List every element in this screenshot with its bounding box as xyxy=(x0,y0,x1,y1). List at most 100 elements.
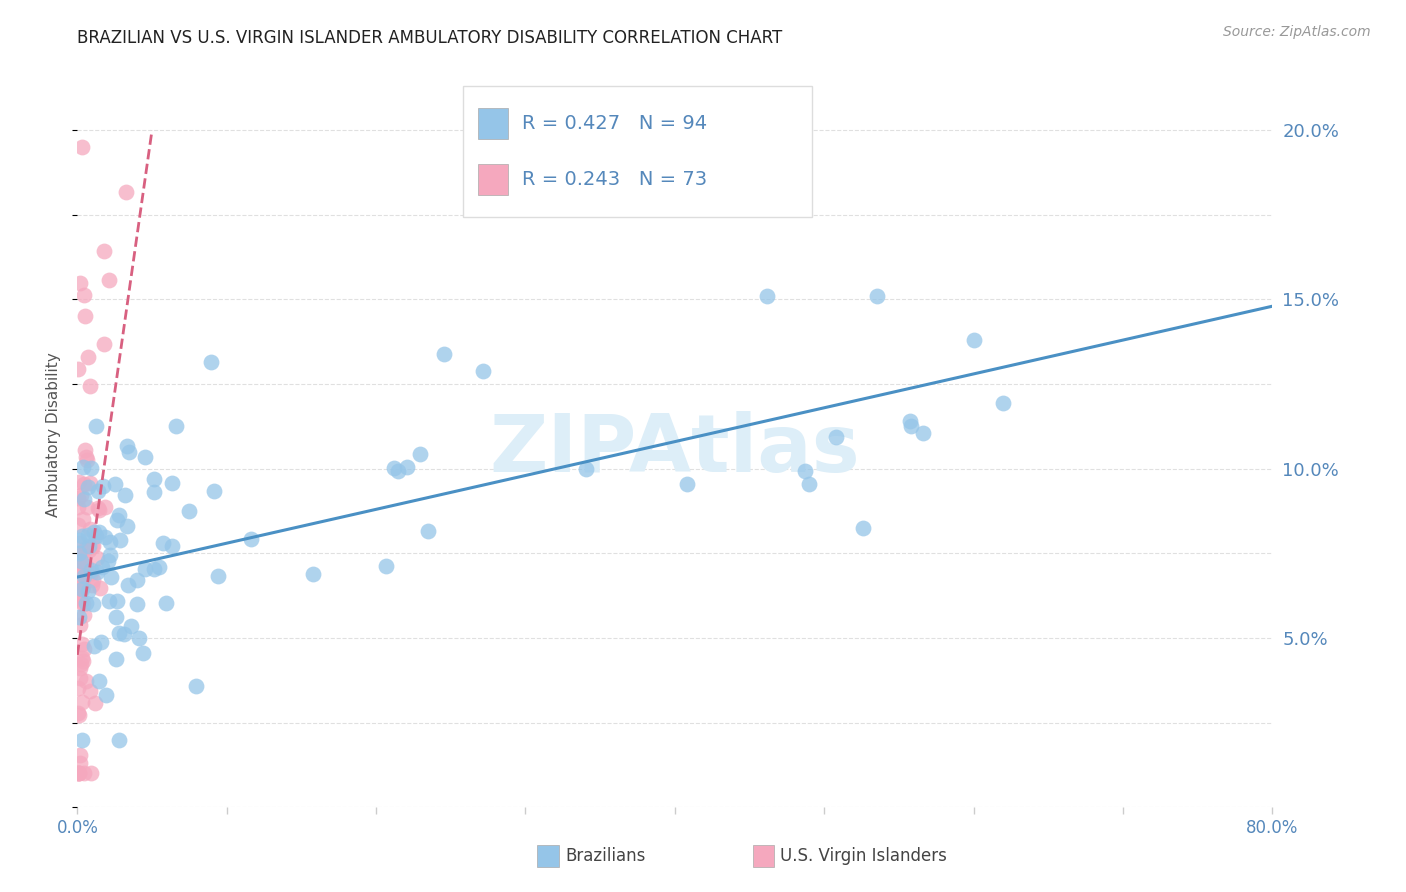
Point xyxy=(79,461,101,475)
Point xyxy=(82,578,104,592)
Point xyxy=(73,569,96,583)
Point xyxy=(395,459,418,474)
Point xyxy=(93,244,115,258)
Point xyxy=(84,529,107,543)
Point xyxy=(82,574,104,588)
Point xyxy=(963,333,986,347)
Point xyxy=(70,695,93,709)
FancyBboxPatch shape xyxy=(478,108,508,139)
Point xyxy=(132,646,155,660)
Point xyxy=(75,558,97,573)
Point xyxy=(824,430,846,444)
Point xyxy=(73,287,96,301)
Point xyxy=(69,671,91,685)
Point xyxy=(69,747,91,762)
Point xyxy=(866,289,889,303)
Point xyxy=(90,635,112,649)
Point xyxy=(79,475,101,490)
Point xyxy=(67,568,90,582)
Point xyxy=(108,732,131,747)
Point xyxy=(100,570,122,584)
Point xyxy=(105,513,128,527)
Point xyxy=(90,560,112,574)
Text: Source: ZipAtlas.com: Source: ZipAtlas.com xyxy=(1223,25,1371,39)
Text: U.S. Virgin Islanders: U.S. Virgin Islanders xyxy=(780,847,946,864)
Point xyxy=(76,584,98,599)
Point xyxy=(79,562,101,576)
Point xyxy=(991,396,1014,410)
Point xyxy=(83,639,105,653)
Point xyxy=(72,552,94,566)
Point xyxy=(73,608,96,623)
Point xyxy=(87,500,110,515)
Point xyxy=(387,464,409,478)
Point xyxy=(67,535,90,549)
Point xyxy=(418,524,440,538)
Point xyxy=(67,591,90,606)
Point xyxy=(67,766,90,780)
Point xyxy=(69,593,91,607)
Point xyxy=(433,347,456,361)
Point xyxy=(82,597,104,611)
Point xyxy=(70,580,93,594)
Point xyxy=(409,446,432,460)
Point xyxy=(70,732,93,747)
Point xyxy=(94,530,117,544)
Point xyxy=(82,539,104,553)
Point xyxy=(67,533,90,547)
Point xyxy=(756,288,779,302)
Point xyxy=(79,684,101,698)
Point xyxy=(67,766,90,780)
Point xyxy=(114,487,136,501)
Point xyxy=(84,696,107,710)
Point xyxy=(79,379,101,393)
Point xyxy=(70,487,93,501)
Point xyxy=(86,565,108,579)
Point xyxy=(89,525,111,540)
Point xyxy=(75,450,97,464)
Point xyxy=(67,591,90,605)
Point xyxy=(200,355,222,369)
Point xyxy=(675,477,697,491)
Point xyxy=(797,476,820,491)
Point xyxy=(70,657,93,671)
Point xyxy=(67,546,90,560)
Point xyxy=(72,650,94,665)
Point xyxy=(120,618,142,632)
Point xyxy=(77,527,100,541)
Point xyxy=(73,442,96,457)
Point xyxy=(76,453,98,467)
Point xyxy=(67,766,90,780)
Point xyxy=(72,582,94,597)
Point xyxy=(852,521,875,535)
Point xyxy=(98,273,121,287)
Point xyxy=(160,539,183,553)
Point xyxy=(115,439,138,453)
Point xyxy=(69,554,91,568)
Point xyxy=(898,414,921,428)
Point xyxy=(382,461,405,475)
Point xyxy=(69,661,91,675)
Point xyxy=(900,419,922,434)
Point xyxy=(143,472,166,486)
Point xyxy=(80,766,103,780)
Point xyxy=(179,504,201,518)
Point xyxy=(72,597,94,611)
Point xyxy=(91,479,114,493)
Point xyxy=(69,756,91,771)
Point xyxy=(134,562,156,576)
Point xyxy=(69,548,91,562)
Point xyxy=(115,519,138,533)
Point xyxy=(160,475,183,490)
Point xyxy=(105,594,128,608)
Point xyxy=(107,508,129,523)
Point xyxy=(117,578,139,592)
Point xyxy=(89,581,111,595)
Point xyxy=(69,555,91,569)
Point xyxy=(79,543,101,558)
Point xyxy=(67,361,90,376)
Point xyxy=(472,364,495,378)
Point xyxy=(127,597,149,611)
Point xyxy=(89,673,111,688)
Point xyxy=(72,567,94,582)
